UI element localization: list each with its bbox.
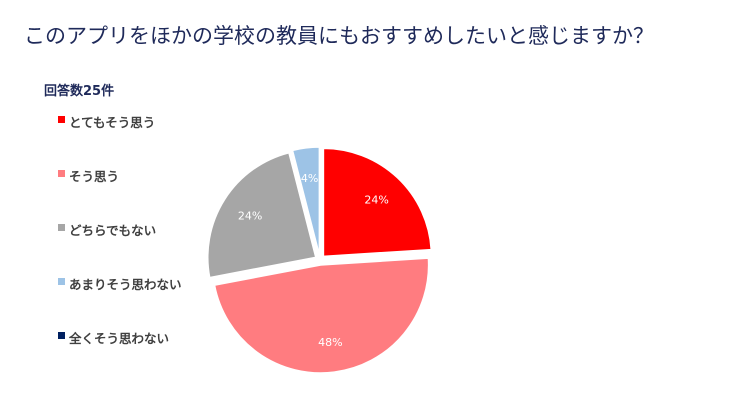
- pie-slice: [213, 257, 430, 374]
- response-count: 回答数25件: [44, 84, 115, 99]
- pie-chart: 24% 48% 24% 4%: [207, 146, 433, 374]
- legend-label: どちらでもない: [69, 223, 157, 238]
- legend-label: あまりそう思わない: [69, 277, 182, 292]
- pie-slice: [207, 151, 317, 279]
- legend-item: どちらでもない: [58, 220, 208, 274]
- slice-value-label: 24%: [364, 194, 388, 207]
- legend-swatch: [58, 116, 65, 123]
- legend-item: とてもそう思う: [58, 112, 208, 166]
- legend-label: そう思う: [69, 169, 120, 184]
- pie-slice: [291, 146, 321, 256]
- legend-item: そう思う: [58, 166, 208, 220]
- legend-swatch: [58, 170, 65, 177]
- legend-label: とてもそう思う: [69, 115, 156, 130]
- legend-swatch: [58, 332, 65, 339]
- legend-item: あまりそう思わない: [58, 274, 208, 328]
- pie-slice: [322, 147, 433, 258]
- chart-title: このアプリをほかの学校の教員にもおすすめしたいと感じますか？: [24, 24, 654, 48]
- legend-swatch: [58, 278, 65, 285]
- legend: とてもそう思う そう思うどちらでもないあまりそう思わない 全くそう思わない: [58, 112, 208, 382]
- slice-value-label: 48%: [318, 336, 342, 349]
- legend-label: 全くそう思わない: [69, 331, 170, 346]
- slice-value-label: 24%: [238, 210, 262, 223]
- legend-item: 全くそう思わない: [58, 328, 208, 382]
- legend-swatch: [58, 224, 65, 231]
- slice-value-label: 4%: [301, 172, 318, 185]
